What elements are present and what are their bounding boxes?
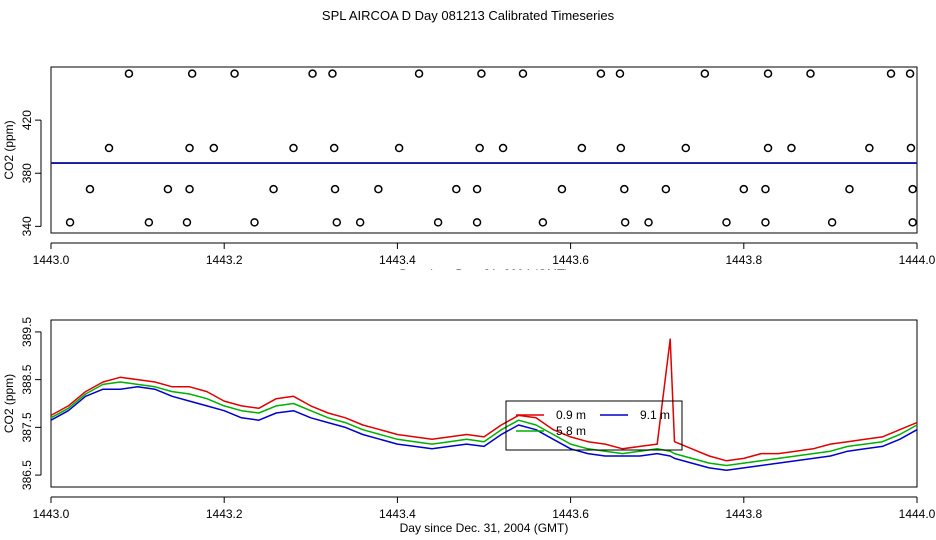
data-point [577, 143, 587, 153]
legend-label: 0.9 m [556, 408, 586, 422]
data-point [908, 218, 917, 227]
data-point [472, 218, 482, 227]
data-point [230, 69, 239, 78]
data-point [328, 69, 337, 78]
data-point [865, 143, 874, 153]
data-point [644, 218, 653, 227]
x-tick-label: 1443.2 [206, 507, 243, 521]
bottom-line-chart: 1443.0 1443.2 1443.4 1443.6 1443.8 1444.0 Day … [2, 317, 936, 535]
y-axis-label: CO2 (ppm) [2, 374, 16, 433]
data-point [763, 143, 773, 153]
data-point [620, 184, 629, 194]
data-point [827, 218, 837, 227]
y-tick-label: 389.5 [20, 317, 34, 347]
data-point [329, 143, 339, 153]
x-tick-label: 1443.0 [33, 253, 70, 267]
y-tick-label: 388.5 [20, 364, 34, 394]
data-point [477, 69, 486, 78]
plot-frame [50, 66, 918, 234]
y-tick-label: 387.5 [20, 412, 34, 442]
data-point [616, 143, 626, 153]
y-tick-label: 386.5 [20, 460, 34, 490]
top-scatter-chart: 1443.0 1443.2 1443.4 1443.6 1443.8 1444.0 Day … [2, 66, 936, 270]
data-point [739, 184, 749, 194]
data-point [269, 184, 278, 194]
data-point [209, 143, 219, 153]
data-point [475, 143, 484, 153]
data-point [374, 184, 383, 194]
series-line-2 [50, 386, 918, 472]
data-point [498, 143, 508, 153]
data-point [538, 218, 548, 227]
data-point [557, 184, 567, 194]
y-axis-label: CO2 (ppm) [2, 120, 16, 179]
data-point [332, 218, 342, 227]
plot-frame [50, 319, 918, 488]
y-tick-label: 380 [20, 163, 34, 183]
x-axis-label: Day since Dec. 31, 2004 (GMT) [400, 521, 569, 535]
x-tick-label: 1443.6 [552, 253, 589, 267]
x-tick-label: 1443.0 [33, 507, 70, 521]
y-tick-label: 420 [20, 110, 34, 130]
data-point [163, 184, 173, 194]
data-point [185, 143, 194, 153]
x-tick-label: 1443.6 [552, 507, 589, 521]
data-point [330, 184, 340, 194]
x-tick-label: 1443.8 [725, 507, 762, 521]
x-tick-label: 1443.2 [206, 253, 243, 267]
y-tick-label: 340 [20, 216, 34, 236]
data-point [394, 143, 404, 153]
data-point [250, 218, 259, 227]
data-point [414, 69, 424, 78]
page-title: SPL AIRCOA D Day 081213 Calibrated Times… [321, 8, 615, 23]
x-tick-label: 1443.4 [379, 253, 416, 267]
data-point [886, 69, 896, 78]
data-point [452, 184, 461, 194]
data-point [787, 143, 796, 153]
legend-label: 9.1 m [640, 408, 670, 422]
data-point [433, 218, 443, 227]
data-point [185, 184, 194, 194]
data-point [355, 218, 365, 227]
data-point [763, 69, 773, 78]
data-point [124, 69, 134, 78]
series-line-1 [50, 381, 918, 467]
x-tick-label: 1443.8 [725, 253, 762, 267]
data-point [104, 143, 114, 153]
legend-label: 5.8 m [556, 424, 586, 438]
x-tick-label: 1444.0 [899, 253, 936, 267]
data-point [761, 218, 770, 227]
data-point [615, 69, 625, 78]
data-point [65, 218, 75, 227]
data-point [845, 184, 854, 194]
data-point [722, 218, 731, 227]
data-point [518, 69, 528, 78]
legend-box [505, 400, 683, 451]
data-point [85, 184, 95, 194]
data-point [308, 69, 317, 78]
data-point [700, 69, 710, 78]
data-point [681, 143, 691, 153]
data-point [472, 184, 482, 194]
data-point [906, 143, 916, 153]
data-point [289, 143, 298, 153]
data-point [596, 69, 606, 78]
data-point [905, 69, 915, 78]
data-point [182, 218, 192, 227]
data-point [806, 69, 815, 78]
data-point [908, 184, 917, 194]
x-axis-label: Day since Dec. 31, 2004 (GMT) [400, 267, 569, 270]
data-point [620, 218, 630, 227]
data-point [661, 184, 671, 194]
x-tick-label: 1443.4 [379, 507, 416, 521]
data-point [761, 184, 770, 194]
x-tick-label: 1444.0 [899, 507, 936, 521]
data-point [187, 69, 197, 78]
series-line-0 [50, 338, 918, 462]
data-point [144, 218, 154, 227]
